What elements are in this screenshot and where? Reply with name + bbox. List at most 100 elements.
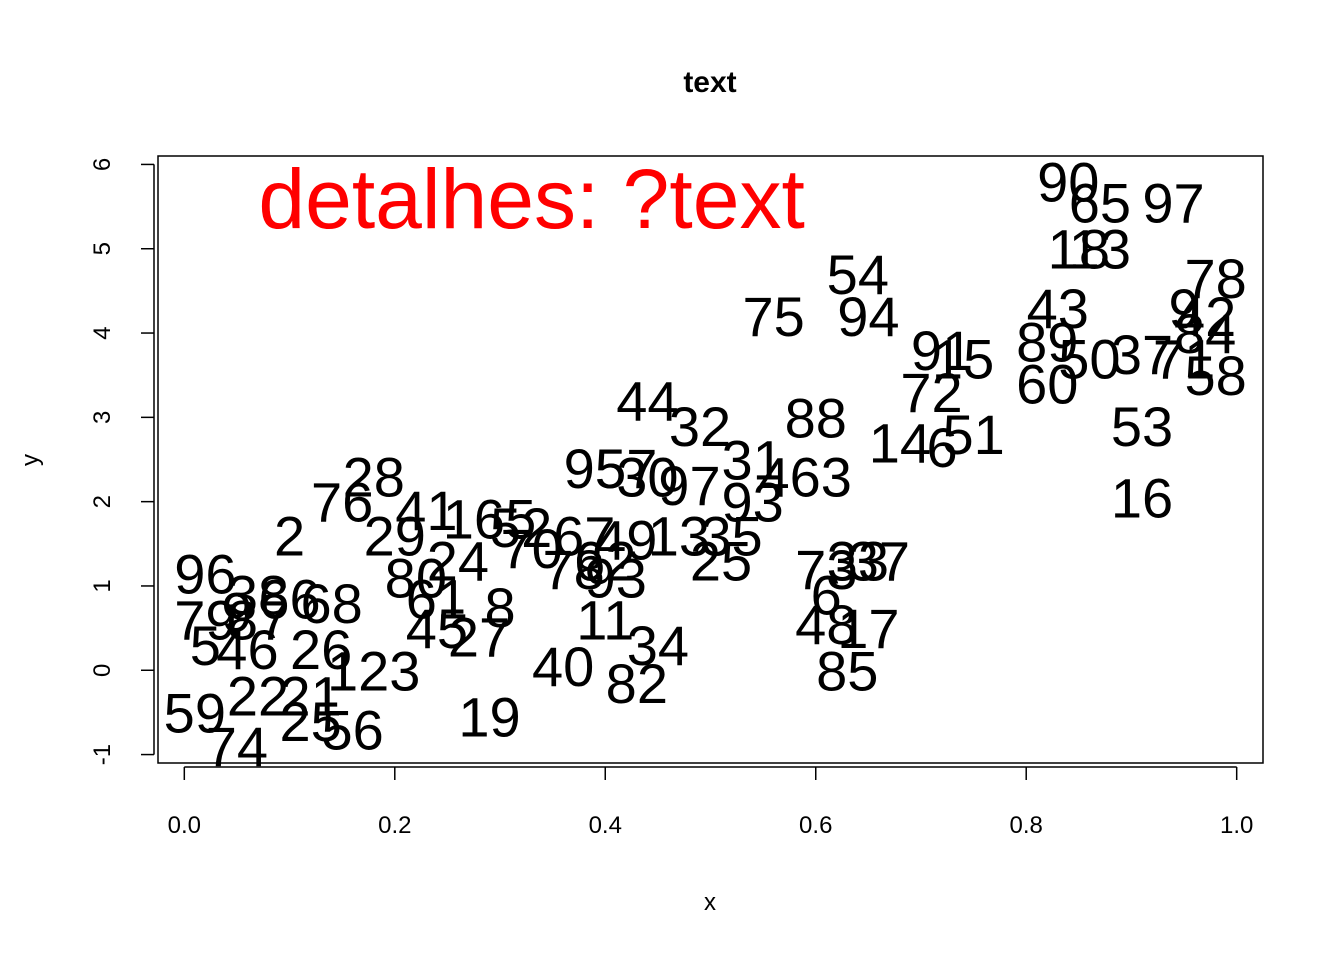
point-label: 57 [595,437,657,500]
point-label: 9 [221,580,252,643]
point-label: 14 [869,412,931,475]
point-label: 48 [795,593,857,656]
point-label: 45 [406,597,468,660]
point-label: 67 [553,504,615,567]
point-label: 49 [595,509,657,572]
point-label: 73 [795,538,857,601]
point-label: 26 [290,618,352,681]
point-label: 41 [395,479,457,542]
point-label: 43 [1027,277,1089,340]
point-label: 62 [574,530,636,593]
point-label: 22 [227,665,289,728]
point-label: 87 [227,589,289,652]
point-label: 29 [364,504,426,567]
point-label: 463 [758,445,851,508]
point-label: 54 [827,243,889,306]
y-tick-label: 0 [89,664,116,677]
x-axis: 0.0 0.2 0.4 0.6 0.8 1.0 [168,766,1253,839]
point-label: 58 [1184,344,1246,407]
point-label: 61 [406,568,468,631]
point-label: 70 [500,517,562,580]
point-label: 15 [932,327,994,390]
x-tick-label: 0.8 [1010,812,1043,839]
y-axis: -1 0 1 2 3 4 5 6 [89,158,155,765]
point-label: 2 [274,504,305,567]
point-label: 25 [279,690,341,753]
point-label: 21 [279,665,341,728]
point-label: 84 [1174,302,1236,365]
point-label: 53 [1111,395,1173,458]
point-label: 46 [216,618,278,681]
y-tick-label: 3 [89,411,116,424]
y-tick-label: -1 [89,744,116,765]
point-label: 27 [448,606,510,669]
point-label: 32 [669,395,731,458]
point-label: 9 [1168,277,1199,340]
chart-title: text [683,66,736,99]
point-label: 6 [926,416,957,479]
point-label: 97 [1142,171,1204,234]
plot-area [157,155,1264,764]
point-label: 28 [343,445,405,508]
point-label: 79 [174,589,236,652]
point-label: 165 [443,488,536,551]
point-label: 68 [300,572,362,635]
point-label: 13 [648,504,710,567]
x-tick-label: 0.2 [378,812,411,839]
point-label: 78 [543,538,605,601]
point-label: 88 [785,386,847,449]
point-label: 44 [616,369,678,432]
point-label: 19 [458,686,520,749]
point-label: 75 [742,285,804,348]
point-label: 33 [827,530,889,593]
y-tick-label: 6 [89,158,116,171]
point-label: 66 [258,568,320,631]
x-axis-label: x [704,889,716,916]
point-label: 6 [811,563,842,626]
annotation-text: detalhes: ?text [258,152,804,246]
point-label: 31 [721,429,783,492]
point-label: 93 [721,471,783,534]
point-label: 89 [1016,310,1078,373]
point-label: 25 [690,530,752,593]
point-label: 40 [532,635,594,698]
point-label: 74 [206,715,268,778]
point-label: 80 [385,547,447,610]
y-tick-label: 1 [89,579,116,592]
point-label: 11 [576,589,634,652]
point-label: 13 [1069,218,1131,281]
point-label: 91 [911,319,973,382]
point-label: 37 [848,530,910,593]
point-label: 60 [1016,353,1078,416]
point-label: 34 [627,614,689,677]
point-label: 8 [484,576,515,639]
y-tick-label: 4 [89,326,116,339]
point-label: 90 [1037,150,1099,213]
point-label: 17 [837,597,899,660]
x-tick-label: 0.4 [589,812,622,839]
y-tick-label: 2 [89,495,116,508]
point-label: 51 [942,403,1004,466]
point-label: 16 [1111,466,1173,529]
point-label: 93 [585,547,647,610]
point-label: 72 [900,361,962,424]
y-axis-label: y [17,454,44,466]
point-label: 65 [1069,171,1131,234]
y-tick-label: 5 [89,242,116,255]
point-label: 24 [427,530,489,593]
point-label: 5 [190,614,221,677]
point-label: 52 [490,496,552,559]
point-label: 71 [1153,327,1215,390]
point-label: 56 [322,698,384,761]
point-label: 37 [1111,323,1173,386]
point-label: 95 [564,437,626,500]
point-label: 85 [816,639,878,702]
point-label: 76 [311,471,373,534]
point-label: 96 [174,542,236,605]
point-label: 123 [327,639,420,702]
point-label: 35 [700,504,762,567]
point-label: 82 [606,652,668,715]
point-label: 42 [1174,285,1236,348]
